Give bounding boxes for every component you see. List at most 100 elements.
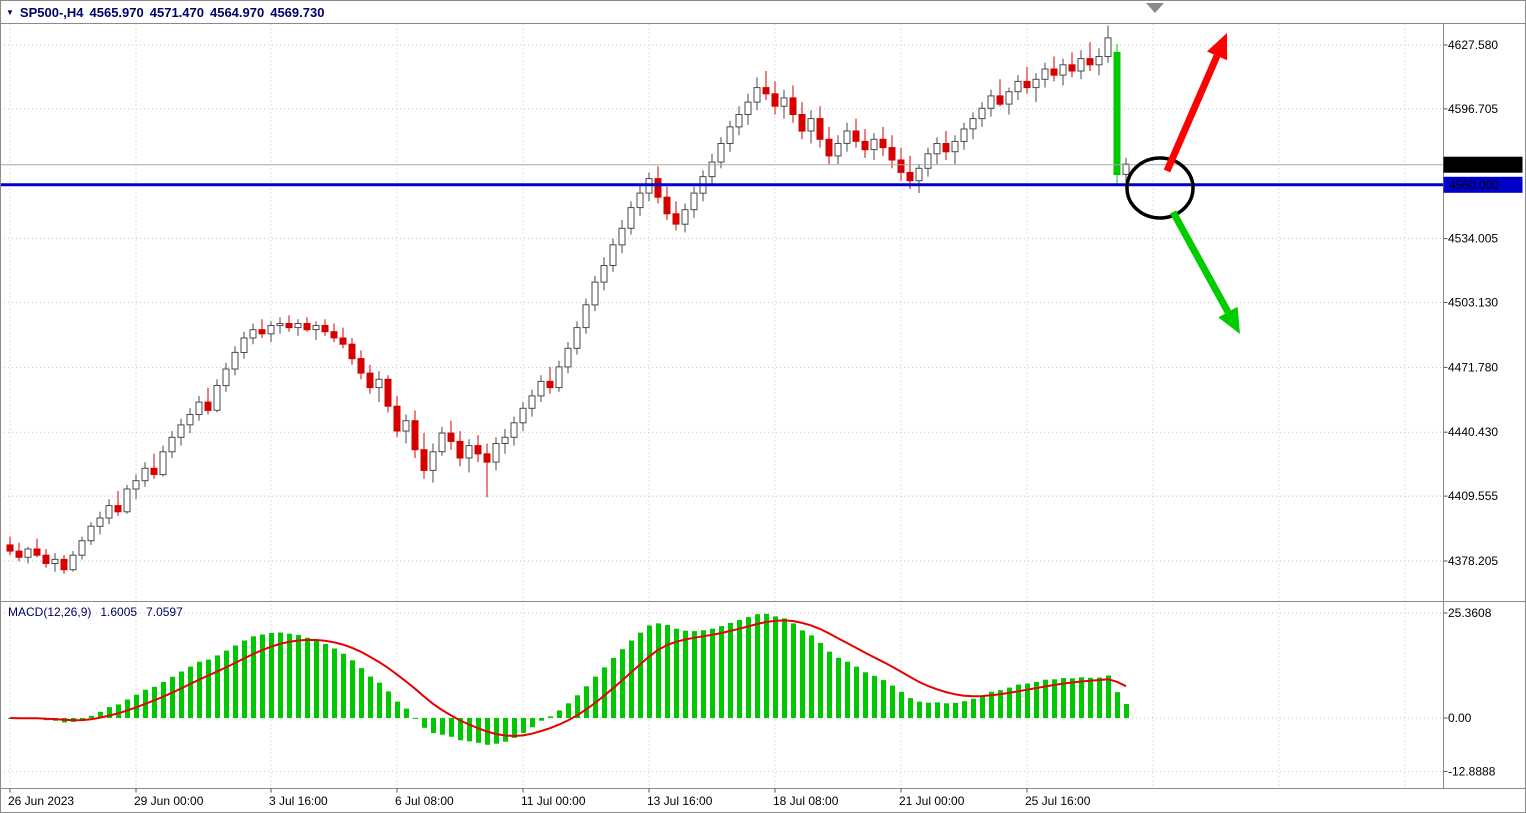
candle-body [294, 323, 302, 329]
quote-high: 4571.470 [149, 4, 204, 20]
candle-body [123, 488, 131, 513]
bearish-scenario-arrow[interactable] [1169, 210, 1232, 314]
macd-histogram-bar [404, 708, 409, 718]
candle-body [726, 126, 734, 145]
macd-histogram-bar [1061, 678, 1066, 718]
candle-body [618, 227, 626, 246]
macd-histogram-bar [368, 676, 373, 718]
bullish-scenario-arrow-head [1206, 33, 1228, 61]
candle-body [321, 325, 329, 333]
price-axis-label: 4409.555 [1448, 489, 1498, 503]
candle-body [672, 213, 680, 225]
macd-histogram-bar [1079, 677, 1084, 718]
candle-body [276, 323, 284, 327]
macd-name: MACD(12,26,9) [8, 605, 92, 619]
macd-histogram-bar [602, 667, 607, 718]
candle-body [1122, 163, 1130, 175]
candle-body [303, 323, 311, 331]
macd-histogram-bar [323, 644, 328, 718]
candle-body [1077, 58, 1085, 72]
candle-body [600, 265, 608, 283]
quote-low: 4564.970 [209, 4, 265, 20]
macd-histogram-bar [674, 628, 679, 718]
candle-body [1068, 64, 1076, 72]
macd-histogram-bar [125, 699, 130, 718]
macd-histogram-bar [809, 635, 814, 718]
candle-body [114, 505, 122, 513]
macd-histogram-bar [251, 636, 256, 718]
macd-histogram-bar [206, 659, 211, 718]
price-lines [0, 164, 1444, 187]
candle-body [51, 558, 59, 565]
bullish-scenario-arrow[interactable] [1163, 54, 1221, 173]
candle-body [942, 143, 950, 153]
macd-histogram-bar [917, 701, 922, 718]
macd-histogram-bar [629, 640, 634, 718]
highlight-circle[interactable] [1125, 156, 1195, 220]
candle-body [24, 548, 32, 558]
candle-body [753, 87, 761, 103]
candle-body [663, 196, 671, 215]
candle-body [150, 467, 158, 475]
candle-body [1059, 64, 1067, 76]
macd-histogram-bar [971, 698, 976, 718]
candle-body [1050, 68, 1058, 76]
candle-body [690, 192, 698, 211]
macd-histogram-bar [296, 635, 301, 718]
macd-histogram-bar [1124, 704, 1129, 718]
candle-body [357, 358, 365, 374]
candle-body [213, 385, 221, 411]
candle-body [564, 347, 572, 368]
macd-histogram-bar [1034, 681, 1039, 718]
macd-histogram-bar [539, 718, 544, 721]
candle-body [852, 130, 860, 142]
candle-body [744, 101, 752, 115]
macd-histogram-bar [620, 649, 625, 718]
macd-histogram-bar [494, 718, 499, 744]
candle-body [933, 143, 941, 155]
macd-histogram-bar [260, 634, 265, 718]
candle-body [501, 436, 509, 444]
candle-body [132, 480, 140, 490]
macd-histogram-bar [683, 630, 688, 718]
candle-body [393, 405, 401, 432]
time-axis-label: 13 Jul 16:00 [647, 794, 713, 808]
candle-body [717, 143, 725, 163]
macd-histogram-bar [215, 655, 220, 718]
candle-body [510, 422, 518, 438]
macd-histogram-bar [341, 653, 346, 718]
macd-histogram-bar [278, 632, 283, 718]
candle-body [267, 325, 275, 335]
macd-signal-value: 7.0597 [146, 605, 183, 619]
macd-histogram-bar [1070, 678, 1075, 718]
candle-body [834, 143, 842, 157]
candle-body [483, 453, 491, 463]
macd-indicator-label: MACD(12,26,9) 1.6005 7.0597 [8, 605, 183, 619]
macd-histogram-bar [413, 717, 418, 719]
candle-body [762, 87, 770, 95]
candle-body [609, 244, 617, 267]
candle-body [654, 178, 662, 198]
macd-histogram-bar [647, 625, 652, 718]
candle-body [1032, 78, 1040, 89]
macd-histogram-bar [440, 718, 445, 735]
macd-histogram-bar [656, 623, 661, 718]
candle-body [474, 445, 482, 455]
candle-body [348, 343, 356, 360]
candle-body [915, 167, 923, 182]
macd-histogram-bar [557, 710, 562, 718]
macd-histogram-bar [458, 718, 463, 741]
candle-body [339, 337, 347, 345]
macd-histogram-bar [152, 686, 157, 718]
candle-body [1113, 51, 1121, 175]
candle-body [789, 97, 797, 116]
chart-header: ▼ SP500-,H4 4565.970 4571.470 4564.970 4… [6, 3, 324, 21]
time-axis-label: 26 Jun 2023 [8, 794, 74, 808]
chart-position-marker-icon[interactable] [1146, 3, 1164, 13]
macd-histogram-bar [755, 614, 760, 718]
macd-histogram-bar [467, 718, 472, 742]
candle-body [42, 554, 50, 565]
macd-histogram-bar [1016, 684, 1021, 718]
symbol-dropdown-icon[interactable]: ▼ [6, 7, 14, 17]
